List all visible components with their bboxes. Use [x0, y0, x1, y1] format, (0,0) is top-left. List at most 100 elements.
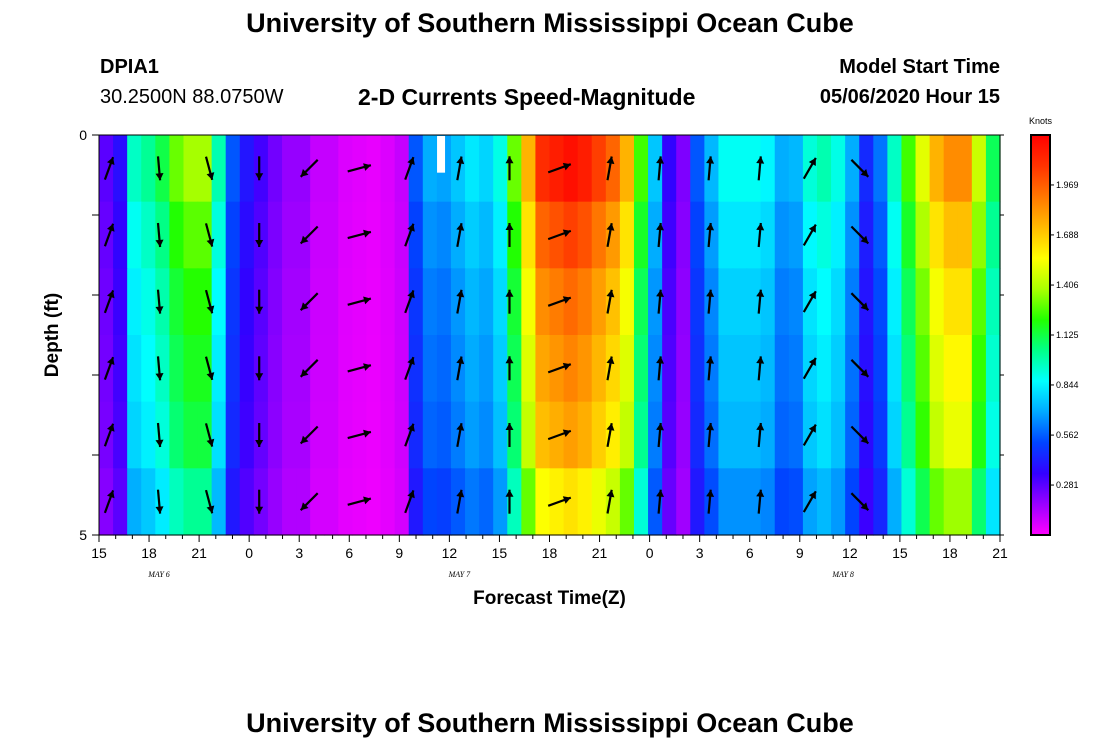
heatmap-cell	[535, 135, 551, 203]
heatmap-cell	[760, 335, 776, 403]
current-vector-arrowhead	[706, 156, 715, 164]
heatmap-cell	[253, 401, 269, 469]
heatmap-cell	[338, 135, 354, 203]
current-vector-arrowhead	[363, 429, 371, 438]
heatmap-cell	[141, 135, 156, 203]
current-vector-arrowhead	[756, 489, 765, 497]
current-vector-arrowhead	[456, 423, 465, 431]
heatmap-cell	[296, 268, 311, 336]
current-vector-arrowhead	[363, 296, 371, 305]
heatmap-cell	[662, 335, 677, 403]
heatmap-cell	[479, 268, 494, 336]
x-tick-label: 9	[796, 545, 804, 561]
current-vector-arrowhead	[562, 296, 571, 304]
heatmap-cell	[507, 468, 522, 536]
station-coordinates: 30.2500N 88.0750W	[100, 86, 284, 108]
heatmap-cell	[239, 401, 255, 469]
current-vector-arrowhead	[606, 423, 615, 431]
heatmap-cell	[943, 201, 959, 269]
current-vector-arrowhead	[706, 289, 715, 297]
colorbar-tick-label: 0.562	[1056, 430, 1079, 440]
heatmap-cell	[169, 268, 185, 336]
heatmap-cell	[943, 468, 959, 536]
heatmap-cell	[521, 468, 537, 536]
heatmap-cell	[324, 401, 339, 469]
heatmap-cell	[957, 468, 973, 536]
colorbar-label: Knots	[1029, 116, 1053, 126]
heatmap-cell	[282, 201, 297, 269]
heatmap-cell	[957, 335, 973, 403]
current-vector-arrowhead	[562, 162, 571, 171]
heatmap-cell	[929, 135, 945, 203]
x-tick-label: 18	[542, 545, 558, 561]
current-vector-arrowhead	[155, 373, 164, 381]
current-vector-arrowhead	[300, 235, 309, 244]
heatmap-cell	[760, 401, 776, 469]
heatmap-cell	[521, 335, 537, 403]
heatmap-cell	[591, 201, 607, 269]
current-vector-arrowhead	[706, 223, 715, 231]
heatmap-cell	[831, 268, 846, 336]
x-tick-label: 18	[942, 545, 958, 561]
heatmap-cell	[408, 335, 424, 403]
heatmap-cell	[408, 268, 424, 336]
heatmap-cell	[211, 401, 227, 469]
heatmap-cell	[816, 135, 832, 203]
heatmap-cell	[718, 335, 734, 403]
current-vector-arrowhead	[206, 238, 215, 247]
heatmap-cell	[943, 268, 959, 336]
heatmap-cell	[338, 401, 354, 469]
heatmap-cell	[985, 401, 1001, 469]
heatmap-cell	[479, 135, 494, 203]
heatmap-cell	[774, 401, 790, 469]
heatmap-cell	[563, 401, 579, 469]
heatmap-cell	[127, 401, 142, 469]
x-tick-label: 12	[842, 545, 858, 561]
colorbar-tick-label: 0.844	[1056, 380, 1079, 390]
current-vector-arrowhead	[407, 223, 415, 232]
heatmap-cell	[985, 201, 1001, 269]
heatmap-cell	[704, 468, 720, 536]
heatmap-cell	[690, 135, 705, 203]
heatmap-cell	[929, 201, 945, 269]
heatmap-cell	[845, 335, 860, 403]
heatmap-cell	[662, 268, 677, 336]
heatmap-cell	[718, 401, 734, 469]
heatmap-cell	[380, 401, 396, 469]
heatmap-cell	[183, 201, 199, 269]
heatmap-cell	[296, 468, 311, 536]
heatmap-cell	[169, 201, 185, 269]
current-vector-arrowhead	[155, 506, 164, 514]
current-vector-arrowhead	[562, 429, 571, 437]
heatmap-cell	[845, 468, 860, 536]
heatmap-cell	[239, 335, 255, 403]
heatmap-cell	[113, 135, 128, 203]
heatmap-cell	[267, 201, 283, 269]
current-vector-arrowhead	[656, 489, 664, 497]
heatmap-cell	[718, 201, 734, 269]
heatmap-cell	[915, 401, 931, 469]
heatmap-cell	[816, 468, 832, 536]
current-vector-arrowhead	[407, 357, 415, 365]
heatmap-cell	[648, 335, 663, 403]
heatmap-cell	[296, 201, 311, 269]
heatmap-cell	[746, 468, 762, 536]
heatmap-cell	[521, 135, 537, 203]
page-title: University of Southern Mississippi Ocean…	[246, 8, 854, 38]
heatmap-cell	[816, 268, 832, 336]
heatmap-cell	[127, 468, 142, 536]
current-vector-arrowhead	[860, 435, 869, 444]
heatmap-cell	[380, 335, 396, 403]
heatmap-cell	[690, 201, 705, 269]
heatmap-cell	[788, 268, 804, 336]
heatmap-cell	[788, 201, 804, 269]
current-vector-arrowhead	[505, 423, 514, 430]
heatmap-cell	[760, 468, 776, 536]
heatmap-cell	[253, 135, 269, 203]
current-vector-arrowhead	[808, 291, 816, 300]
current-vector-arrowhead	[456, 156, 465, 165]
colorbar-tick-label: 1.688	[1056, 230, 1079, 240]
heatmap-cell	[774, 335, 790, 403]
current-vector-arrowhead	[363, 363, 371, 371]
